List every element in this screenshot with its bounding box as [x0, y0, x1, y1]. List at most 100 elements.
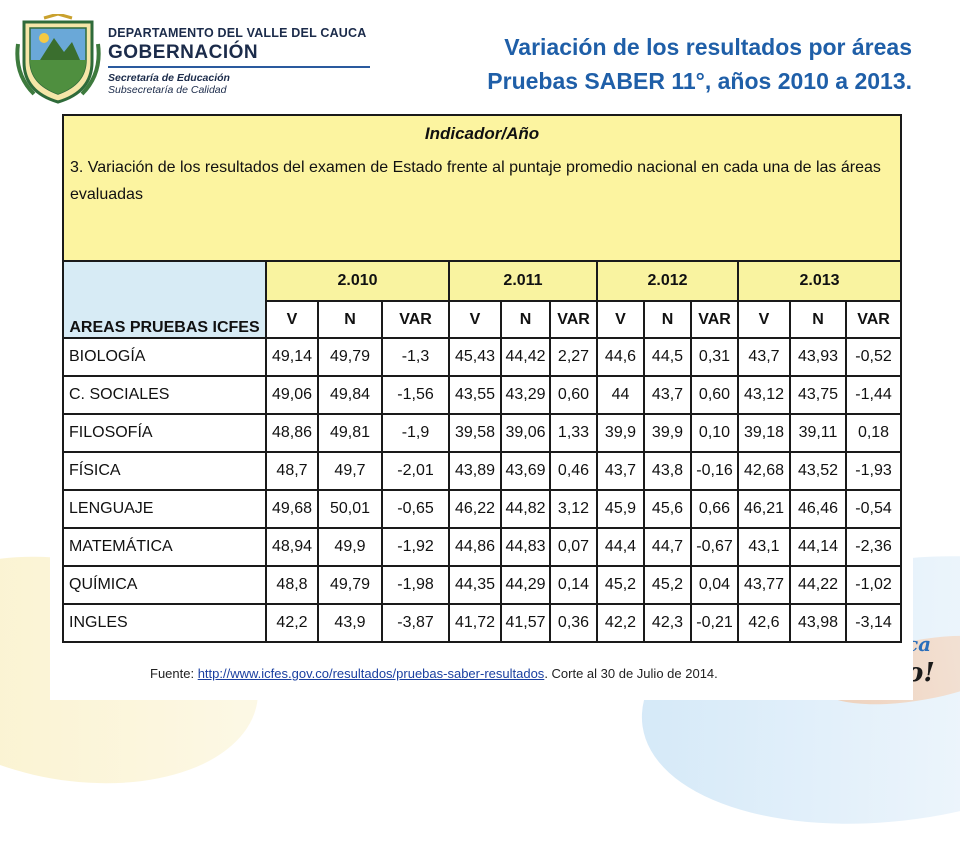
value-cell: 44,14 [789, 527, 847, 567]
value-cell: 43,1 [737, 527, 791, 567]
value-cell: 42,3 [643, 603, 692, 643]
value-cell: 43,69 [500, 451, 551, 491]
value-cell: -0,65 [381, 489, 450, 529]
value-cell: 39,18 [737, 413, 791, 453]
value-cell: 43,12 [737, 375, 791, 415]
value-cell: 49,7 [317, 451, 383, 491]
subheader-var: VAR [381, 300, 450, 339]
value-cell: 44,29 [500, 565, 551, 605]
table-row: BIOLOGÍA 49,14 49,79 -1,3 45,43 44,42 2,27 44,6… [62, 337, 903, 377]
value-cell: -1,98 [381, 565, 450, 605]
value-cell: 0,10 [690, 413, 739, 453]
value-cell: 42,2 [265, 603, 319, 643]
value-cell: 43,29 [500, 375, 551, 415]
header-divider [108, 66, 370, 68]
value-cell: 45,2 [596, 565, 645, 605]
table-row: INGLES 42,2 43,9 -3,87 41,72 41,57 0,36 42,2 42,… [62, 603, 903, 643]
value-cell: -2,01 [381, 451, 450, 491]
value-cell: 39,06 [500, 413, 551, 453]
value-cell: -1,93 [844, 451, 903, 491]
value-cell: 45,43 [448, 337, 502, 377]
area-label: INGLES [62, 603, 267, 643]
area-label: C. SOCIALES [62, 375, 267, 415]
indicator-description: 3. Variación de los resultados del exame… [70, 159, 881, 203]
value-cell: 0,18 [844, 413, 903, 453]
area-label: MATEMÁTICA [62, 527, 267, 567]
value-cell: 39,9 [643, 413, 692, 453]
value-cell: 39,58 [448, 413, 502, 453]
source-prefix: Fuente: [150, 666, 198, 681]
value-cell: 49,79 [317, 337, 383, 377]
area-label: FILOSOFÍA [62, 413, 267, 453]
value-cell: 43,7 [643, 375, 692, 415]
value-cell: 42,6 [737, 603, 791, 643]
table-row: C. SOCIALES 49,06 49,84 -1,56 43,55 43,29 0,60… [62, 375, 903, 415]
value-cell: 0,04 [690, 565, 739, 605]
subsecretaria-label: Subsecretaría de Calidad [108, 84, 227, 96]
value-cell: 39,9 [596, 413, 645, 453]
value-cell: 44,35 [448, 565, 502, 605]
value-cell: 1,33 [549, 413, 598, 453]
value-cell: 43,8 [643, 451, 692, 491]
subheader-v: V [737, 300, 791, 339]
table-row: LENGUAJE 49,68 50,01 -0,65 46,22 44,82 3,12 45,… [62, 489, 903, 529]
value-cell: -0,16 [690, 451, 739, 491]
value-cell: 3,12 [549, 489, 598, 529]
value-cell: 0,14 [549, 565, 598, 605]
value-cell: 39,11 [789, 413, 847, 453]
value-cell: 48,86 [265, 413, 319, 453]
value-cell: 45,9 [596, 489, 645, 529]
table-row: MATEMÁTICA 48,94 49,9 -1,92 44,86 44,83 0,07 44… [62, 527, 903, 567]
area-label: FÍSICA [62, 451, 267, 491]
subheader-v: V [448, 300, 502, 339]
source-link[interactable]: http://www.icfes.gov.co/resultados/prueb… [197, 666, 545, 681]
subheader-var: VAR [690, 300, 739, 339]
value-cell: -0,67 [690, 527, 739, 567]
value-cell: 49,84 [317, 375, 383, 415]
value-cell: -3,87 [381, 603, 450, 643]
value-cell: -2,36 [844, 527, 903, 567]
value-cell: 49,06 [265, 375, 319, 415]
value-cell: 45,6 [643, 489, 692, 529]
value-cell: 41,72 [448, 603, 502, 643]
subheader-n: N [317, 300, 383, 339]
secretaria-label: Secretaría de Educación [108, 72, 230, 84]
value-cell: -3,14 [844, 603, 903, 643]
value-cell: -1,3 [381, 337, 450, 377]
value-cell: 48,7 [265, 451, 319, 491]
value-cell: -1,56 [381, 375, 450, 415]
year-header: 2.012 [596, 260, 739, 302]
value-cell: 43,77 [737, 565, 791, 605]
source-note: Fuente: http://www.icfes.gov.co/resultad… [150, 666, 718, 681]
indicator-title: Indicador/Año [424, 124, 540, 143]
subheader-var: VAR [549, 300, 598, 339]
value-cell: 0,31 [690, 337, 739, 377]
year-header: 2.010 [265, 260, 450, 302]
subheader-n: N [789, 300, 847, 339]
value-cell: 48,94 [265, 527, 319, 567]
subheader-v: V [265, 300, 319, 339]
value-cell: 43,98 [789, 603, 847, 643]
value-cell: 44 [596, 375, 645, 415]
value-cell: 43,55 [448, 375, 502, 415]
value-cell: 44,5 [643, 337, 692, 377]
table-row: FILOSOFÍA 48,86 49,81 -1,9 39,58 39,06 1,33 39,… [62, 413, 903, 453]
subheader-var: VAR [844, 300, 903, 339]
value-cell: 49,81 [317, 413, 383, 453]
table-row: FÍSICA 48,7 49,7 -2,01 43,89 43,69 0,46 43,7 43,… [62, 451, 903, 491]
value-cell: 43,52 [789, 451, 847, 491]
value-cell: 44,42 [500, 337, 551, 377]
value-cell: 43,9 [317, 603, 383, 643]
results-table: Indicador/Año 3. Variación de los result… [61, 114, 903, 643]
value-cell: 0,46 [549, 451, 598, 491]
value-cell: 46,22 [448, 489, 502, 529]
value-cell: 43,89 [448, 451, 502, 491]
subheader-n: N [500, 300, 551, 339]
value-cell: 44,7 [643, 527, 692, 567]
value-cell: 42,68 [737, 451, 791, 491]
value-cell: 41,57 [500, 603, 551, 643]
value-cell: 49,9 [317, 527, 383, 567]
results-table-card: Indicador/Año 3. Variación de los result… [50, 104, 913, 700]
area-label: LENGUAJE [62, 489, 267, 529]
value-cell: 44,6 [596, 337, 645, 377]
